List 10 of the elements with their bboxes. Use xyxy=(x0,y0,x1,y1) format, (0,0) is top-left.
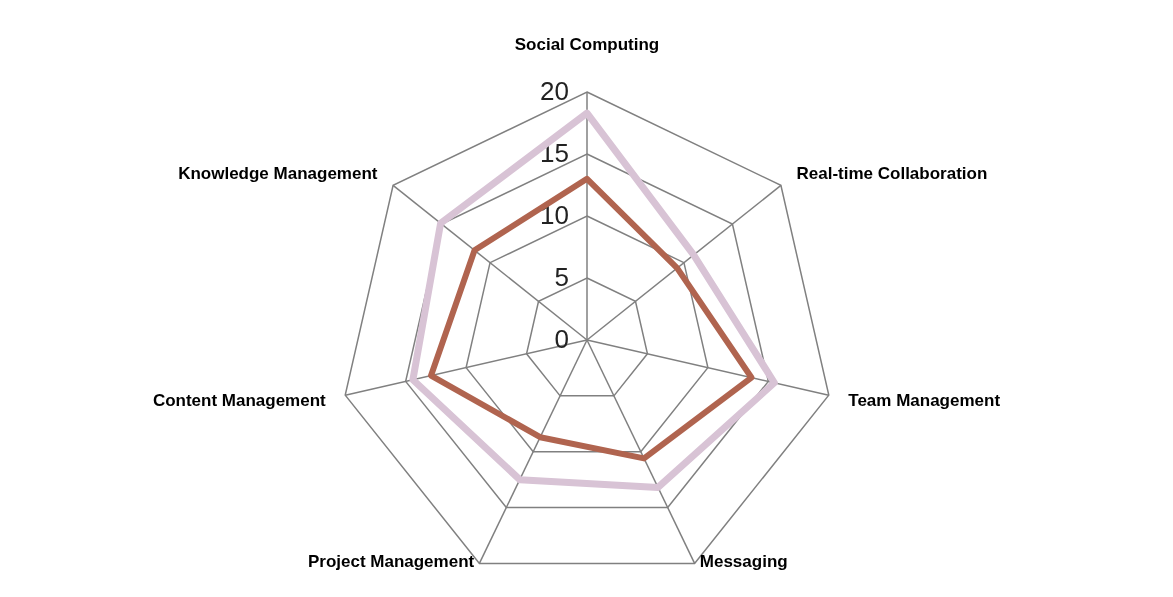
spoke-label: Social Computing xyxy=(514,35,660,54)
y-tick-label: 5 xyxy=(554,262,569,292)
spoke-label: Knowledge Management xyxy=(178,163,378,183)
y-tick-label: 20 xyxy=(540,76,569,106)
spoke-label: Team Management xyxy=(848,390,1001,410)
y-tick-label: 10 xyxy=(540,200,569,230)
spoke-label: Project Management xyxy=(307,552,475,572)
spoke-label: Real-time Collaboration xyxy=(796,163,988,183)
spoke-label: Messaging xyxy=(699,552,788,572)
spoke-label: Content Management xyxy=(152,390,327,410)
